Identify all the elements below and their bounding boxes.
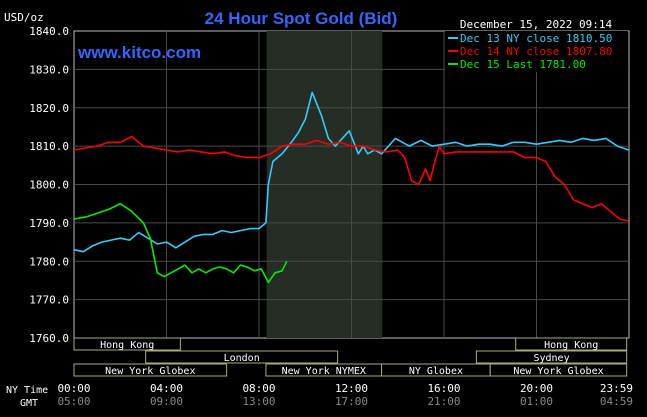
- y-tick-label: 1760.0: [29, 332, 69, 345]
- x-tick-label-ny: 00:00: [57, 382, 90, 395]
- session-bar-box: [515, 337, 628, 351]
- session-bar-label: NY Globex: [409, 366, 463, 377]
- y-axis-unit-label: USD/oz: [4, 11, 44, 24]
- x-tick-label-ny: 20:00: [520, 382, 553, 395]
- session-bar: New York Globex: [73, 363, 228, 377]
- grid-lines: [74, 31, 629, 338]
- session-bar-label: New York Globex: [105, 366, 195, 377]
- y-tick-label: 1790.0: [29, 217, 69, 230]
- y-tick-label: 1770.0: [29, 294, 69, 307]
- session-bar: Hong Kong: [73, 337, 181, 351]
- x-tick-label-ny: 16:00: [427, 382, 460, 395]
- legend-box: [445, 31, 628, 72]
- x-tick-label-ny: 12:00: [335, 382, 368, 395]
- series-line-1: [73, 135, 629, 222]
- x-tick-label-gmt: 09:00: [150, 395, 183, 408]
- y-tick-label: 1820.0: [29, 102, 69, 115]
- session-bar-box: [73, 337, 181, 351]
- kitco-watermark: www.kitco.com: [77, 43, 201, 62]
- session-bar-label: Hong Kong: [100, 340, 154, 351]
- x-tick-label-gmt: 04:59: [600, 395, 633, 408]
- session-bar-box: [489, 363, 628, 377]
- gmt-axis-label: GMT: [20, 398, 38, 409]
- session-bar-label: Hong Kong: [544, 340, 598, 351]
- y-axis-ticks: 1760.0 1770.0 1780.0 1790.0 1800.0 1810.0 1820…: [29, 25, 69, 345]
- legend-entry-dec15: Dec 15 Last 1781.00: [448, 58, 586, 71]
- legend: Dec 13 NY close 1810.50 Dec 14 NY close …: [445, 31, 628, 72]
- series-lines: [73, 91, 629, 284]
- y-tick-label: 1800.0: [29, 179, 69, 192]
- y-tick-label: 1840.0: [29, 25, 69, 38]
- session-bar-label: New York Globex: [513, 366, 603, 377]
- legend-label-dec15: Dec 15 Last 1781.00: [460, 58, 586, 71]
- chart-title: 24 Hour Spot Gold (Bid): [205, 9, 398, 28]
- series-line-2: [73, 202, 288, 284]
- session-bar-label: New York NYMEX: [282, 366, 366, 377]
- session-bar: London: [145, 350, 339, 364]
- session-bar-label: London: [224, 353, 260, 364]
- x-tick-label-ny: 04:00: [150, 382, 183, 395]
- x-tick-label-gmt: 05:00: [57, 395, 90, 408]
- session-bar: NY Globex: [381, 363, 491, 377]
- x-tick-label-gmt: 13:00: [242, 395, 275, 408]
- x-tick-label-gmt: 01:00: [520, 395, 553, 408]
- session-bar: Sydney: [475, 350, 628, 364]
- x-tick-label-gmt: 17:00: [335, 395, 368, 408]
- chart-timestamp: December 15, 2022 09:14: [460, 18, 613, 31]
- ny-time-axis-label: NY Time: [6, 385, 48, 396]
- x-tick-label-ny: 08:00: [242, 382, 275, 395]
- session-bar-box: [145, 350, 339, 364]
- x-tick-label-ny: 23:59: [600, 382, 633, 395]
- series-line-0: [73, 91, 629, 253]
- session-bar-box: [73, 363, 228, 377]
- session-bar-box: [475, 350, 628, 364]
- session-bar: New York NYMEX: [265, 363, 383, 377]
- y-tick-label: 1810.0: [29, 140, 69, 153]
- session-bar: New York Globex: [489, 363, 628, 377]
- session-bar-label: Sydney: [533, 353, 569, 364]
- y-tick-label: 1780.0: [29, 255, 69, 268]
- y-tick-label: 1830.0: [29, 63, 69, 76]
- legend-entry-dec13: Dec 13 NY close 1810.50: [448, 32, 612, 45]
- legend-label-dec13: Dec 13 NY close 1810.50: [460, 32, 612, 45]
- legend-entry-dec14: Dec 14 NY close 1807.80: [448, 45, 612, 58]
- session-bars: Hong Kong London New York Globex New York N…: [73, 337, 628, 377]
- x-tick-label-gmt: 21:00: [427, 395, 460, 408]
- legend-label-dec14: Dec 14 NY close 1807.80: [460, 45, 612, 58]
- session-bar: Hong Kong: [515, 337, 628, 351]
